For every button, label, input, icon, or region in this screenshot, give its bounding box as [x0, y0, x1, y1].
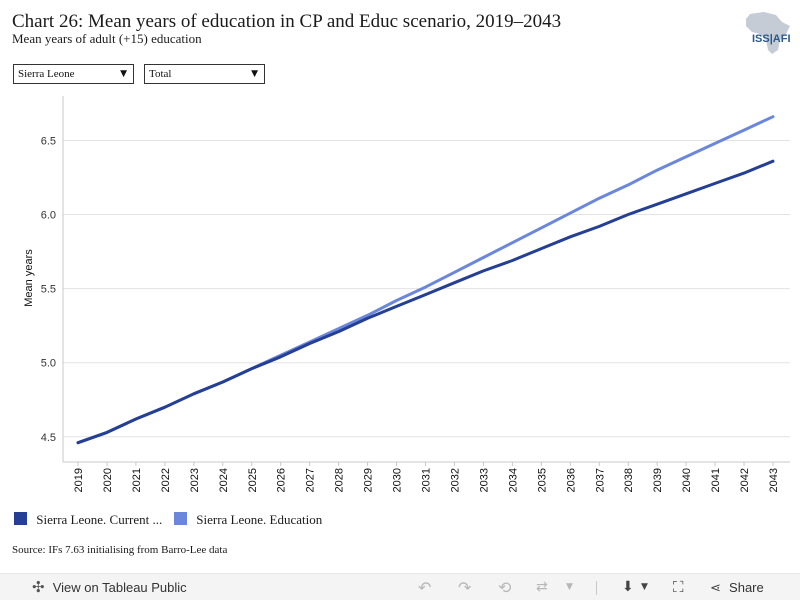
x-tick-label: 2022	[160, 468, 172, 492]
x-tick-label: 2029	[363, 468, 375, 492]
fullscreen-icon[interactable]: ⛶	[673, 578, 684, 596]
series-lines	[76, 115, 775, 445]
share-label: Share	[729, 580, 764, 595]
x-tick-label: 2037	[594, 468, 606, 492]
x-tick-label: 2030	[392, 468, 404, 492]
measure-dropdown[interactable]: Total ▼	[144, 64, 265, 84]
x-tick-label: 2033	[478, 468, 490, 492]
iss-logo: ISS|AFI	[752, 33, 791, 45]
y-tick-label: 5.5	[41, 284, 56, 296]
chevron-down-icon: ▼	[251, 69, 258, 79]
x-tick-label: 2027	[305, 468, 317, 492]
tableau-logo-icon: ✣	[32, 578, 45, 596]
share-button[interactable]: ⋖ Share	[710, 574, 764, 600]
y-tick-label: 5.0	[41, 358, 56, 370]
x-tick-labels: 2019 2020 2021 2022 2023 2024 2025 2026 2027 2028…	[73, 462, 780, 492]
view-on-tableau-label: View on Tableau Public	[52, 580, 187, 595]
legend-label-current: Sierra Leone. Current ...	[36, 512, 163, 527]
y-tick-labels: 4.5 5.0 5.5 6.0 6.5	[41, 135, 56, 443]
chevron-down-icon[interactable]: ▼	[641, 582, 648, 592]
x-tick-label: 2038	[623, 468, 635, 492]
x-tick-label: 2028	[334, 468, 346, 492]
x-tick-label: 2043	[768, 468, 780, 492]
undo-icon[interactable]: ↶	[418, 578, 432, 597]
page-subtitle: Mean years of adult (+15) education	[12, 31, 202, 46]
share-icon: ⋖	[710, 581, 721, 596]
legend-item-current[interactable]: Sierra Leone. Current ...	[14, 512, 162, 528]
x-tick-label: 2020	[102, 468, 114, 492]
chevron-down-icon: ▼	[120, 69, 127, 79]
country-dropdown[interactable]: Sierra Leone ▼	[13, 64, 134, 84]
refresh-icon[interactable]: ⇄	[536, 579, 548, 595]
x-tick-label: 2019	[73, 468, 85, 492]
grid-lines	[63, 139, 790, 438]
redo-icon[interactable]: ↷	[458, 578, 472, 597]
x-tick-label: 2032	[449, 468, 461, 492]
legend-swatch-education	[174, 512, 187, 525]
page-title: Chart 26: Mean years of education in CP …	[12, 11, 562, 32]
x-tick-label: 2042	[739, 468, 751, 492]
measure-dropdown-value: Total	[149, 68, 172, 80]
download-icon[interactable]: ⬇	[622, 579, 634, 595]
y-tick-label: 4.5	[41, 432, 56, 444]
x-tick-label: 2034	[507, 468, 519, 492]
legend-swatch-current	[14, 512, 27, 525]
country-dropdown-value: Sierra Leone	[18, 68, 75, 80]
view-on-tableau-button[interactable]: ✣ View on Tableau Public	[32, 574, 187, 600]
source-note: Source: IFs 7.63 initialising from Barro…	[12, 544, 228, 556]
x-tick-label: 2036	[565, 468, 577, 492]
x-tick-label: 2025	[247, 468, 259, 492]
legend-label-education: Sierra Leone. Education	[196, 512, 323, 527]
legend-item-education[interactable]: Sierra Leone. Education	[174, 512, 322, 528]
x-tick-label: 2041	[710, 468, 722, 492]
y-tick-label: 6.5	[41, 135, 56, 147]
x-tick-label: 2039	[652, 468, 664, 492]
series-line-current[interactable]	[76, 159, 775, 445]
x-tick-label: 2024	[218, 468, 230, 492]
africa-map-icon	[746, 12, 790, 54]
revert-icon[interactable]: ⟲	[498, 578, 512, 597]
x-tick-label: 2026	[276, 468, 288, 492]
y-tick-label: 6.0	[41, 210, 56, 222]
x-tick-label: 2023	[189, 468, 201, 492]
line-chart: 4.5 5.0 5.5 6.0 6.5 2019 2020 2021 2022 2023 2024…	[23, 96, 790, 492]
x-tick-label: 2040	[681, 468, 693, 492]
toolbar-divider	[596, 581, 597, 595]
x-tick-label: 2031	[421, 468, 433, 492]
x-tick-label: 2021	[131, 468, 143, 492]
tableau-toolbar: ✣ View on Tableau Public ↶ ↷ ⟲ ⇄ ▼ ⬇ ▼ ⛶…	[0, 573, 800, 600]
x-tick-label: 2035	[536, 468, 548, 492]
y-axis-label: Mean years	[23, 249, 35, 307]
chevron-down-icon[interactable]: ▼	[566, 582, 573, 592]
series-line-education[interactable]	[76, 115, 775, 445]
